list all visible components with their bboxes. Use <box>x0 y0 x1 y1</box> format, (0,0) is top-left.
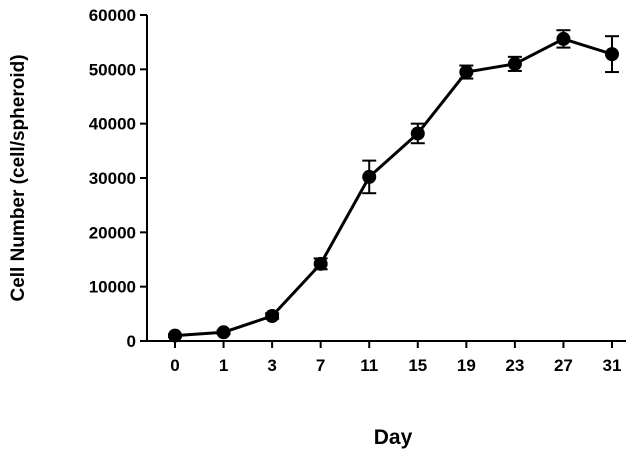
series-line <box>174 37 613 338</box>
y-tick-label: 10000 <box>89 278 136 297</box>
x-tick-label: 31 <box>603 356 622 375</box>
data-point <box>265 309 280 324</box>
series <box>168 29 619 343</box>
x-tick-label: 7 <box>316 356 325 375</box>
data-point <box>605 47 619 62</box>
axes <box>146 15 626 342</box>
x-tick-label: 11 <box>360 356 378 375</box>
data-point <box>410 126 425 141</box>
y-tick-label: 40000 <box>89 115 136 134</box>
data-point <box>313 256 328 271</box>
x-tick-label: 27 <box>554 356 573 375</box>
y-axis-ticks: 0 10000 20000 30000 40000 50000 60000 <box>89 6 147 351</box>
data-point <box>362 169 377 184</box>
y-tick-label: 30000 <box>89 169 136 188</box>
y-tick-label: 20000 <box>89 223 136 242</box>
x-tick-label: 1 <box>219 356 228 375</box>
y-tick-label: 50000 <box>89 60 136 79</box>
x-tick-label: 0 <box>170 356 179 375</box>
data-point <box>216 325 231 340</box>
x-axis-label: Day <box>374 426 413 449</box>
x-tick-label: 19 <box>457 356 476 375</box>
x-axis-ticks: 0 1 3 7 11 15 19 23 27 31 <box>170 341 621 375</box>
y-tick-label: 60000 <box>89 6 136 25</box>
y-axis-label: Cell Number (cell/spheroid) <box>8 54 29 301</box>
x-tick-label: 23 <box>505 356 524 375</box>
data-point <box>507 56 522 71</box>
y-tick-label: 0 <box>127 332 136 351</box>
data-point <box>556 31 571 46</box>
x-tick-label: 3 <box>267 356 276 375</box>
data-point <box>168 328 182 343</box>
x-tick-label: 15 <box>408 356 427 375</box>
data-point <box>459 65 474 80</box>
